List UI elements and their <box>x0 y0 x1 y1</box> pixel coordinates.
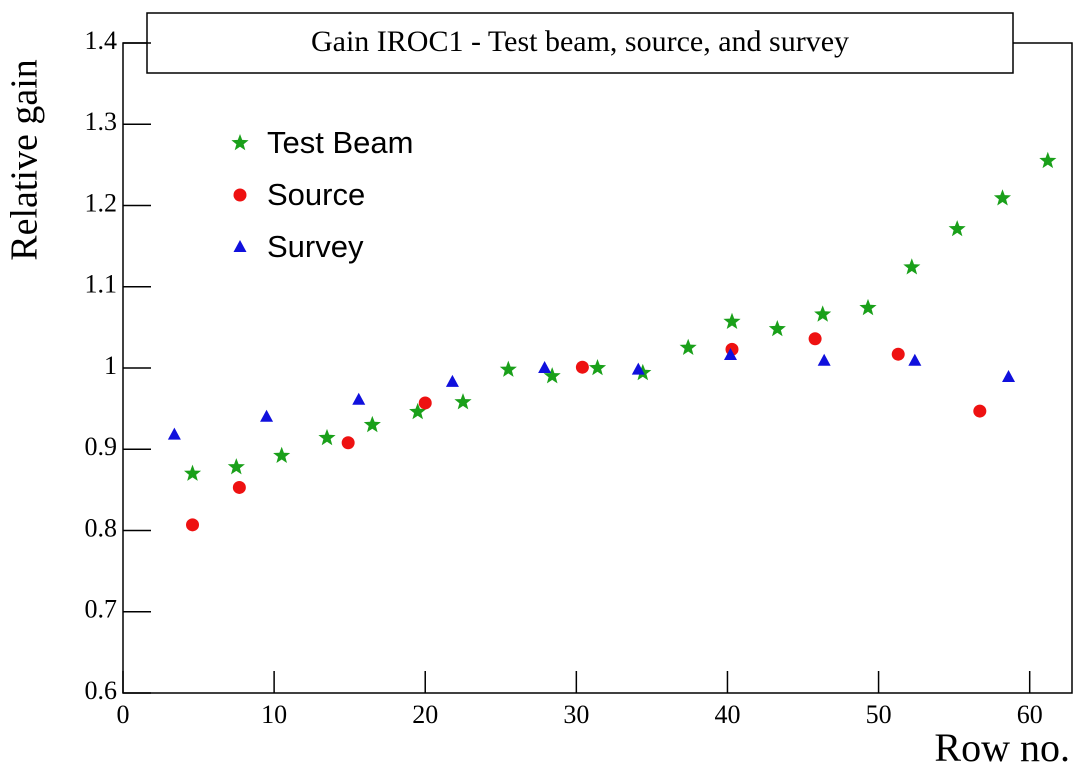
star-marker <box>273 446 291 463</box>
triangle-marker <box>817 353 831 366</box>
legend-label: Survey <box>267 229 364 264</box>
star-marker <box>948 220 966 237</box>
circle-marker <box>575 360 589 374</box>
triangle-marker <box>631 362 645 375</box>
circle-marker <box>232 480 246 494</box>
y-tick-label: 1 <box>104 351 117 380</box>
star-marker <box>184 464 202 481</box>
circle-marker <box>418 396 432 410</box>
x-tick-label: 20 <box>412 700 438 729</box>
legend-label: Test Beam <box>267 125 413 160</box>
star-marker <box>227 458 245 475</box>
x-tick-label: 40 <box>714 700 740 729</box>
triangle-marker <box>908 353 922 366</box>
y-tick-label: 1.4 <box>85 26 118 55</box>
star-marker <box>543 367 561 384</box>
y-tick-label: 0.7 <box>85 595 118 624</box>
x-tick-label: 60 <box>1017 700 1043 729</box>
star-marker <box>409 402 427 420</box>
triangle-marker <box>723 348 737 360</box>
star-marker <box>903 258 921 275</box>
x-tick-label: 0 <box>117 700 130 729</box>
x-axis-title: Row no. <box>934 725 1070 770</box>
star-marker <box>588 359 607 376</box>
star-marker <box>318 428 336 446</box>
triangle-marker <box>538 361 552 373</box>
y-axis-title: Relative gain <box>4 59 46 261</box>
legend-label: Source <box>267 177 365 212</box>
y-tick-label: 1.3 <box>85 107 118 136</box>
star-marker <box>679 338 697 355</box>
star-marker <box>231 134 249 151</box>
y-tick-label: 0.9 <box>85 432 118 461</box>
chart-title: Gain IROC1 - Test beam, source, and surv… <box>311 25 849 58</box>
star-marker <box>859 298 877 316</box>
star-marker <box>1039 151 1057 169</box>
y-tick-label: 0.6 <box>85 676 118 705</box>
triangle-marker <box>260 409 274 422</box>
title-box <box>146 12 1014 74</box>
circle-marker <box>891 347 905 361</box>
triangle-marker <box>1002 369 1016 382</box>
triangle-marker <box>167 427 181 440</box>
circle-marker <box>233 188 247 202</box>
circle-marker <box>808 332 822 346</box>
y-tick-label: 1.1 <box>85 270 118 299</box>
circle-marker <box>341 436 355 450</box>
y-tick-label: 1.2 <box>85 188 118 217</box>
triangle-marker <box>233 240 247 252</box>
circle-marker <box>973 404 987 418</box>
y-tick-label: 0.8 <box>85 513 118 542</box>
x-tick-label: 30 <box>563 700 589 729</box>
circle-marker <box>186 518 200 532</box>
x-tick-label: 10 <box>261 700 287 729</box>
star-marker <box>723 312 741 329</box>
star-marker <box>814 305 832 322</box>
star-marker <box>993 189 1011 206</box>
x-tick-label: 50 <box>866 700 892 729</box>
star-marker <box>454 393 472 410</box>
star-marker <box>499 360 517 377</box>
triangle-marker <box>445 374 459 387</box>
star-marker <box>363 415 381 433</box>
star-marker <box>768 320 786 337</box>
triangle-marker <box>352 392 366 405</box>
